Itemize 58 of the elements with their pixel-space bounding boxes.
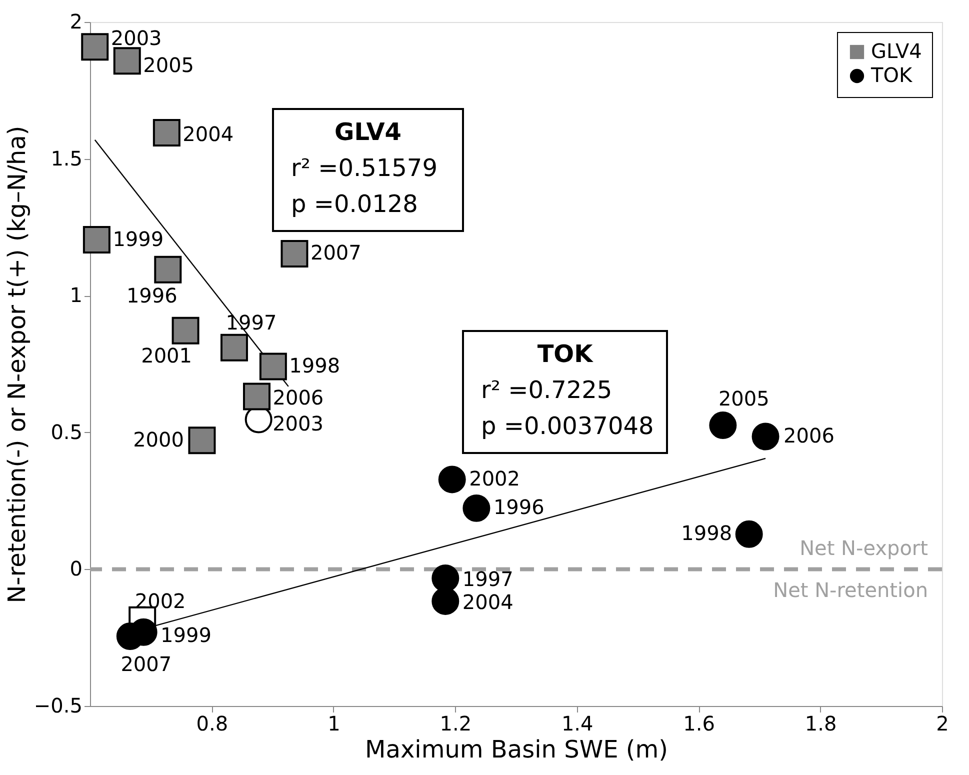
annotation: 2005 <box>718 386 770 410</box>
x-tick-label: 1 <box>328 712 340 736</box>
point <box>432 564 460 592</box>
annotation: 2003 <box>110 26 162 50</box>
annotation: 1997 <box>462 567 514 592</box>
point <box>152 119 180 147</box>
annotation: 2005 <box>143 52 194 77</box>
point <box>113 47 141 75</box>
point <box>220 334 248 362</box>
point <box>154 256 182 284</box>
x-tick-label: 1.4 <box>561 712 594 736</box>
x-tick-label: 1.8 <box>804 712 837 736</box>
point <box>735 520 763 548</box>
annotation: 2002 <box>469 466 520 490</box>
x-tick-label: 1.2 <box>440 712 472 736</box>
legend-label: TOK <box>870 63 913 87</box>
annotation: 1996 <box>493 495 544 520</box>
x-axis-title: Maximum Basin SWE (m) <box>365 736 668 764</box>
point <box>172 316 200 344</box>
point <box>188 426 216 454</box>
y-tick-label: 1.5 <box>50 146 82 170</box>
annotation: GLV4 r² =0.51579 p =0.0128 <box>291 118 438 218</box>
point <box>752 422 780 450</box>
y-axis-title: N-retention(-) or N-expor t(+) (kg–N/ha) <box>2 126 31 604</box>
annotation: 2001 <box>141 344 192 368</box>
annotation: 1999 <box>160 623 212 648</box>
point <box>709 412 737 440</box>
annotation: 2007 <box>120 652 172 676</box>
annotation: Net N-retention <box>773 578 928 602</box>
annotation: 1998 <box>681 521 732 546</box>
point <box>280 240 308 268</box>
annotation: 2007 <box>310 240 362 265</box>
annotation: 2003 <box>272 412 324 436</box>
x-tick-label: 1.6 <box>683 712 715 736</box>
point <box>462 494 490 522</box>
annotation: TOK r² =0.7225 p =0.0037048 <box>481 340 654 440</box>
y-tick-label: 2 <box>70 10 82 34</box>
annotation: 2004 <box>182 122 234 146</box>
y-tick-label: 0.5 <box>50 420 82 444</box>
annotation: 1998 <box>289 353 340 378</box>
x-tick-label: 2 <box>936 712 949 736</box>
point <box>243 382 270 410</box>
annotation: 1996 <box>126 284 178 308</box>
y-tick-label: 0 <box>70 556 82 581</box>
annotation: 1999 <box>112 226 164 251</box>
y-tick-label: −0.5 <box>34 694 82 718</box>
point <box>82 226 110 254</box>
annotation: 2006 <box>272 386 324 410</box>
annotation: 2004 <box>462 590 514 614</box>
point <box>259 352 287 380</box>
point <box>438 466 466 494</box>
annotation: 2000 <box>133 427 184 452</box>
x-tick-label: 0.8 <box>196 712 228 736</box>
annotation: 2006 <box>784 424 834 448</box>
point <box>81 33 109 61</box>
annotation: Net N-export <box>800 536 928 560</box>
y-tick-label: 1 <box>70 283 82 308</box>
legend-label: GLV4 <box>871 39 922 63</box>
